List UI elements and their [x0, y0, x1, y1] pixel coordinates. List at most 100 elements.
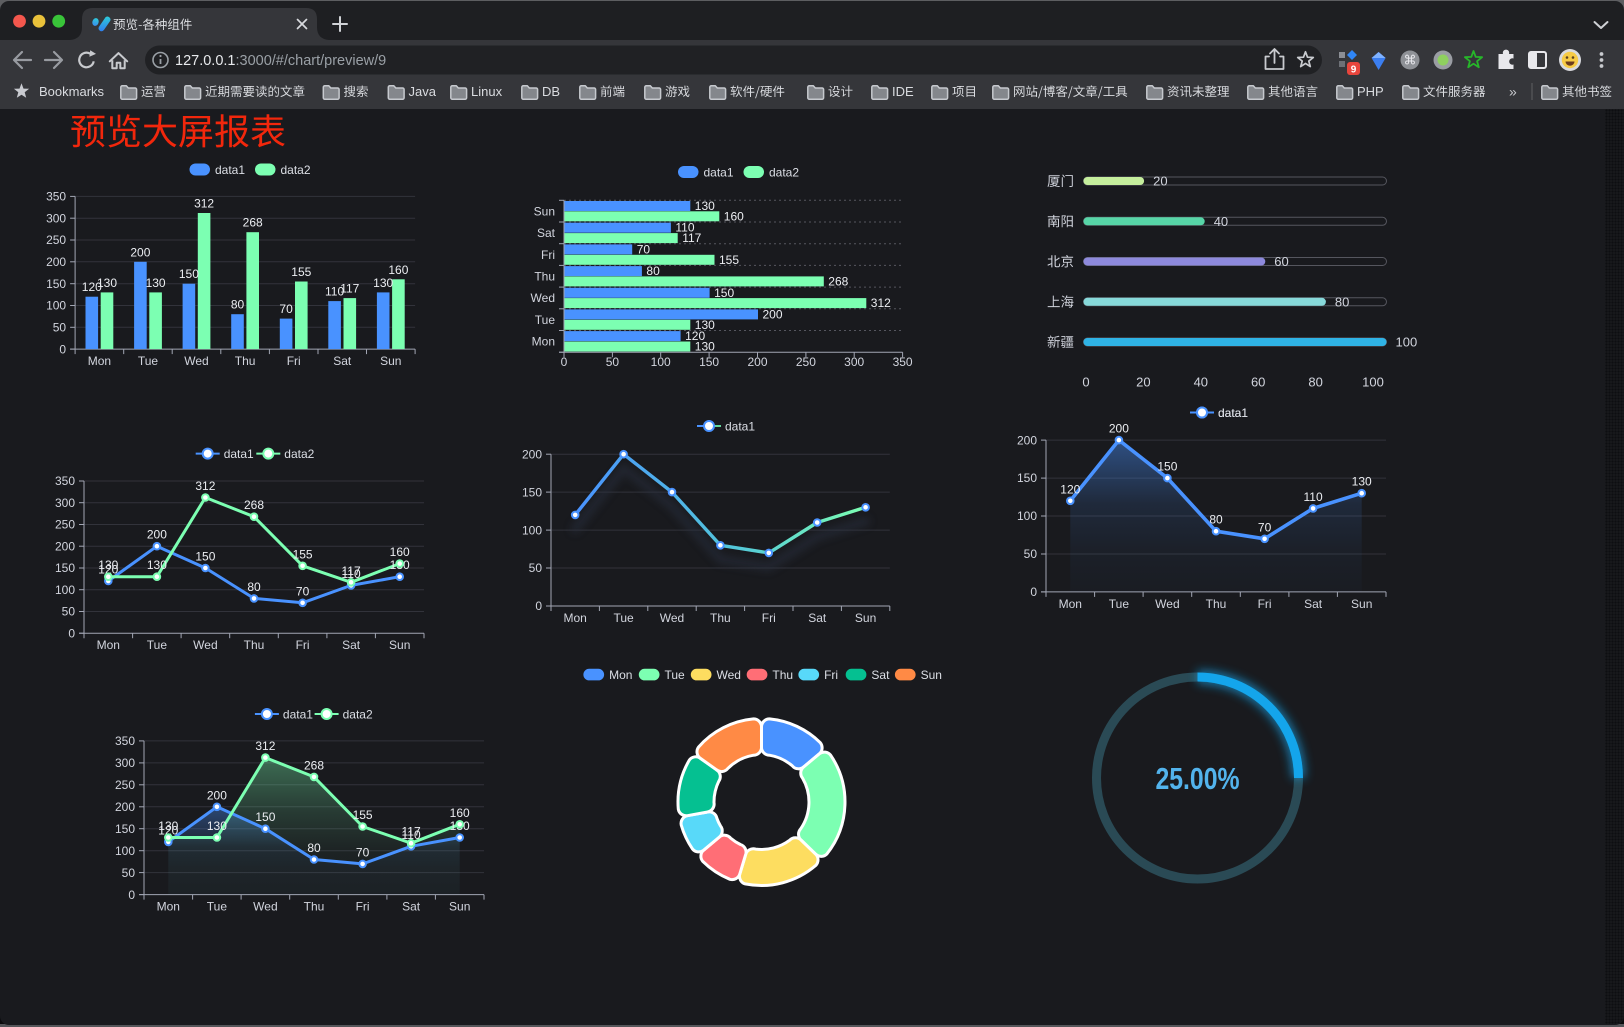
- svg-text:200: 200: [115, 800, 135, 814]
- svg-text:300: 300: [46, 211, 66, 225]
- svg-text:data1: data1: [1218, 406, 1248, 420]
- svg-text:data2: data2: [343, 707, 373, 721]
- svg-text:350: 350: [55, 474, 75, 488]
- svg-text:155: 155: [293, 547, 313, 561]
- svg-text:80: 80: [247, 580, 261, 594]
- svg-text:0: 0: [59, 342, 66, 356]
- svg-text:20: 20: [1136, 375, 1150, 390]
- svg-text:Thu: Thu: [304, 900, 325, 914]
- svg-text:150: 150: [115, 822, 135, 836]
- svg-text:110: 110: [1304, 490, 1323, 504]
- svg-text:Sat: Sat: [808, 611, 827, 625]
- svg-text:200: 200: [147, 528, 167, 542]
- svg-text:300: 300: [844, 355, 864, 369]
- svg-text:data1: data1: [224, 447, 254, 461]
- svg-text:Thu: Thu: [772, 668, 793, 682]
- svg-text:250: 250: [46, 233, 66, 247]
- svg-text:Sat: Sat: [871, 668, 890, 682]
- svg-text:Mon: Mon: [88, 354, 111, 368]
- svg-text:data2: data2: [769, 165, 799, 179]
- svg-text:40: 40: [1194, 375, 1208, 390]
- svg-text:150: 150: [699, 355, 719, 369]
- svg-text:Wed: Wed: [717, 668, 741, 682]
- svg-text:Bookmarks: Bookmarks: [39, 84, 105, 99]
- svg-text:200: 200: [763, 307, 783, 321]
- svg-text:Thu: Thu: [1206, 597, 1227, 611]
- svg-text:⌘: ⌘: [1404, 53, 1417, 68]
- svg-text:130: 130: [1352, 475, 1372, 489]
- svg-text:Wed: Wed: [531, 291, 555, 305]
- svg-text:350: 350: [46, 190, 66, 204]
- svg-text:Sat: Sat: [342, 638, 361, 652]
- svg-text:312: 312: [195, 479, 215, 493]
- svg-text:268: 268: [244, 498, 264, 512]
- svg-text:100: 100: [55, 583, 75, 597]
- svg-text:Fri: Fri: [356, 900, 370, 914]
- svg-text:40: 40: [1214, 214, 1228, 229]
- svg-text:data1: data1: [215, 163, 245, 177]
- svg-text:250: 250: [115, 778, 135, 792]
- svg-text:data1: data1: [725, 419, 755, 433]
- svg-text:150: 150: [46, 277, 66, 291]
- svg-text:Fri: Fri: [1258, 597, 1272, 611]
- svg-text:150: 150: [255, 810, 275, 824]
- svg-text:130: 130: [147, 558, 167, 572]
- svg-text:Sat: Sat: [1304, 597, 1323, 611]
- svg-text:data1: data1: [283, 707, 313, 721]
- svg-text:250: 250: [55, 518, 75, 532]
- svg-text:Fri: Fri: [287, 354, 301, 368]
- svg-text:25.00%: 25.00%: [1155, 761, 1239, 795]
- svg-text:Wed: Wed: [1155, 597, 1179, 611]
- svg-text:130: 130: [207, 819, 227, 833]
- svg-text:Tue: Tue: [613, 611, 634, 625]
- svg-text:130: 130: [98, 558, 118, 572]
- svg-text:70: 70: [296, 584, 310, 598]
- svg-text:80: 80: [1308, 375, 1322, 390]
- svg-text:312: 312: [194, 197, 214, 211]
- svg-text:117: 117: [682, 231, 701, 245]
- svg-text:50: 50: [62, 605, 76, 619]
- svg-text:200: 200: [207, 788, 227, 802]
- svg-text:150: 150: [714, 286, 734, 300]
- svg-text:130: 130: [695, 199, 715, 213]
- svg-text:127.0.0.1:3000/#/chart/preview: 127.0.0.1:3000/#/chart/preview/9: [175, 53, 386, 69]
- svg-text:60: 60: [1251, 375, 1265, 390]
- svg-text:80: 80: [1335, 294, 1349, 309]
- svg-text:120: 120: [82, 280, 102, 294]
- svg-text:Tue: Tue: [535, 313, 556, 327]
- svg-text:130: 130: [695, 340, 715, 354]
- svg-text:350: 350: [893, 355, 913, 369]
- svg-text:100: 100: [115, 844, 135, 858]
- svg-text:155: 155: [719, 253, 739, 267]
- svg-text:155: 155: [353, 808, 373, 822]
- svg-text:120: 120: [98, 563, 118, 577]
- svg-text:0: 0: [535, 599, 542, 613]
- svg-text:Wed: Wed: [660, 611, 684, 625]
- svg-text:Sat: Sat: [333, 354, 352, 368]
- svg-text:DB: DB: [542, 84, 560, 99]
- svg-text:80: 80: [1209, 513, 1223, 527]
- svg-text:80: 80: [231, 298, 245, 312]
- svg-text:100: 100: [1396, 335, 1418, 350]
- svg-text:Thu: Thu: [244, 638, 265, 652]
- svg-text:300: 300: [55, 496, 75, 510]
- svg-text:Mon: Mon: [609, 668, 632, 682]
- svg-text:data2: data2: [281, 163, 311, 177]
- svg-text:200: 200: [747, 355, 767, 369]
- svg-text:200: 200: [46, 255, 66, 269]
- svg-text:70: 70: [637, 242, 651, 256]
- svg-text:Mon: Mon: [1059, 597, 1082, 611]
- svg-text:160: 160: [388, 263, 408, 277]
- svg-text:Mon: Mon: [97, 638, 120, 652]
- svg-text:130: 130: [158, 819, 178, 833]
- svg-text:150: 150: [55, 561, 75, 575]
- svg-text:Java: Java: [409, 84, 437, 99]
- svg-text:0: 0: [1030, 585, 1037, 599]
- svg-text:Wed: Wed: [184, 354, 208, 368]
- svg-text:Thu: Thu: [235, 354, 256, 368]
- svg-text:Sun: Sun: [1351, 597, 1372, 611]
- svg-text:100: 100: [46, 299, 66, 313]
- svg-text:200: 200: [1017, 433, 1037, 447]
- svg-text:0: 0: [1082, 375, 1089, 390]
- svg-text:120: 120: [1060, 482, 1080, 496]
